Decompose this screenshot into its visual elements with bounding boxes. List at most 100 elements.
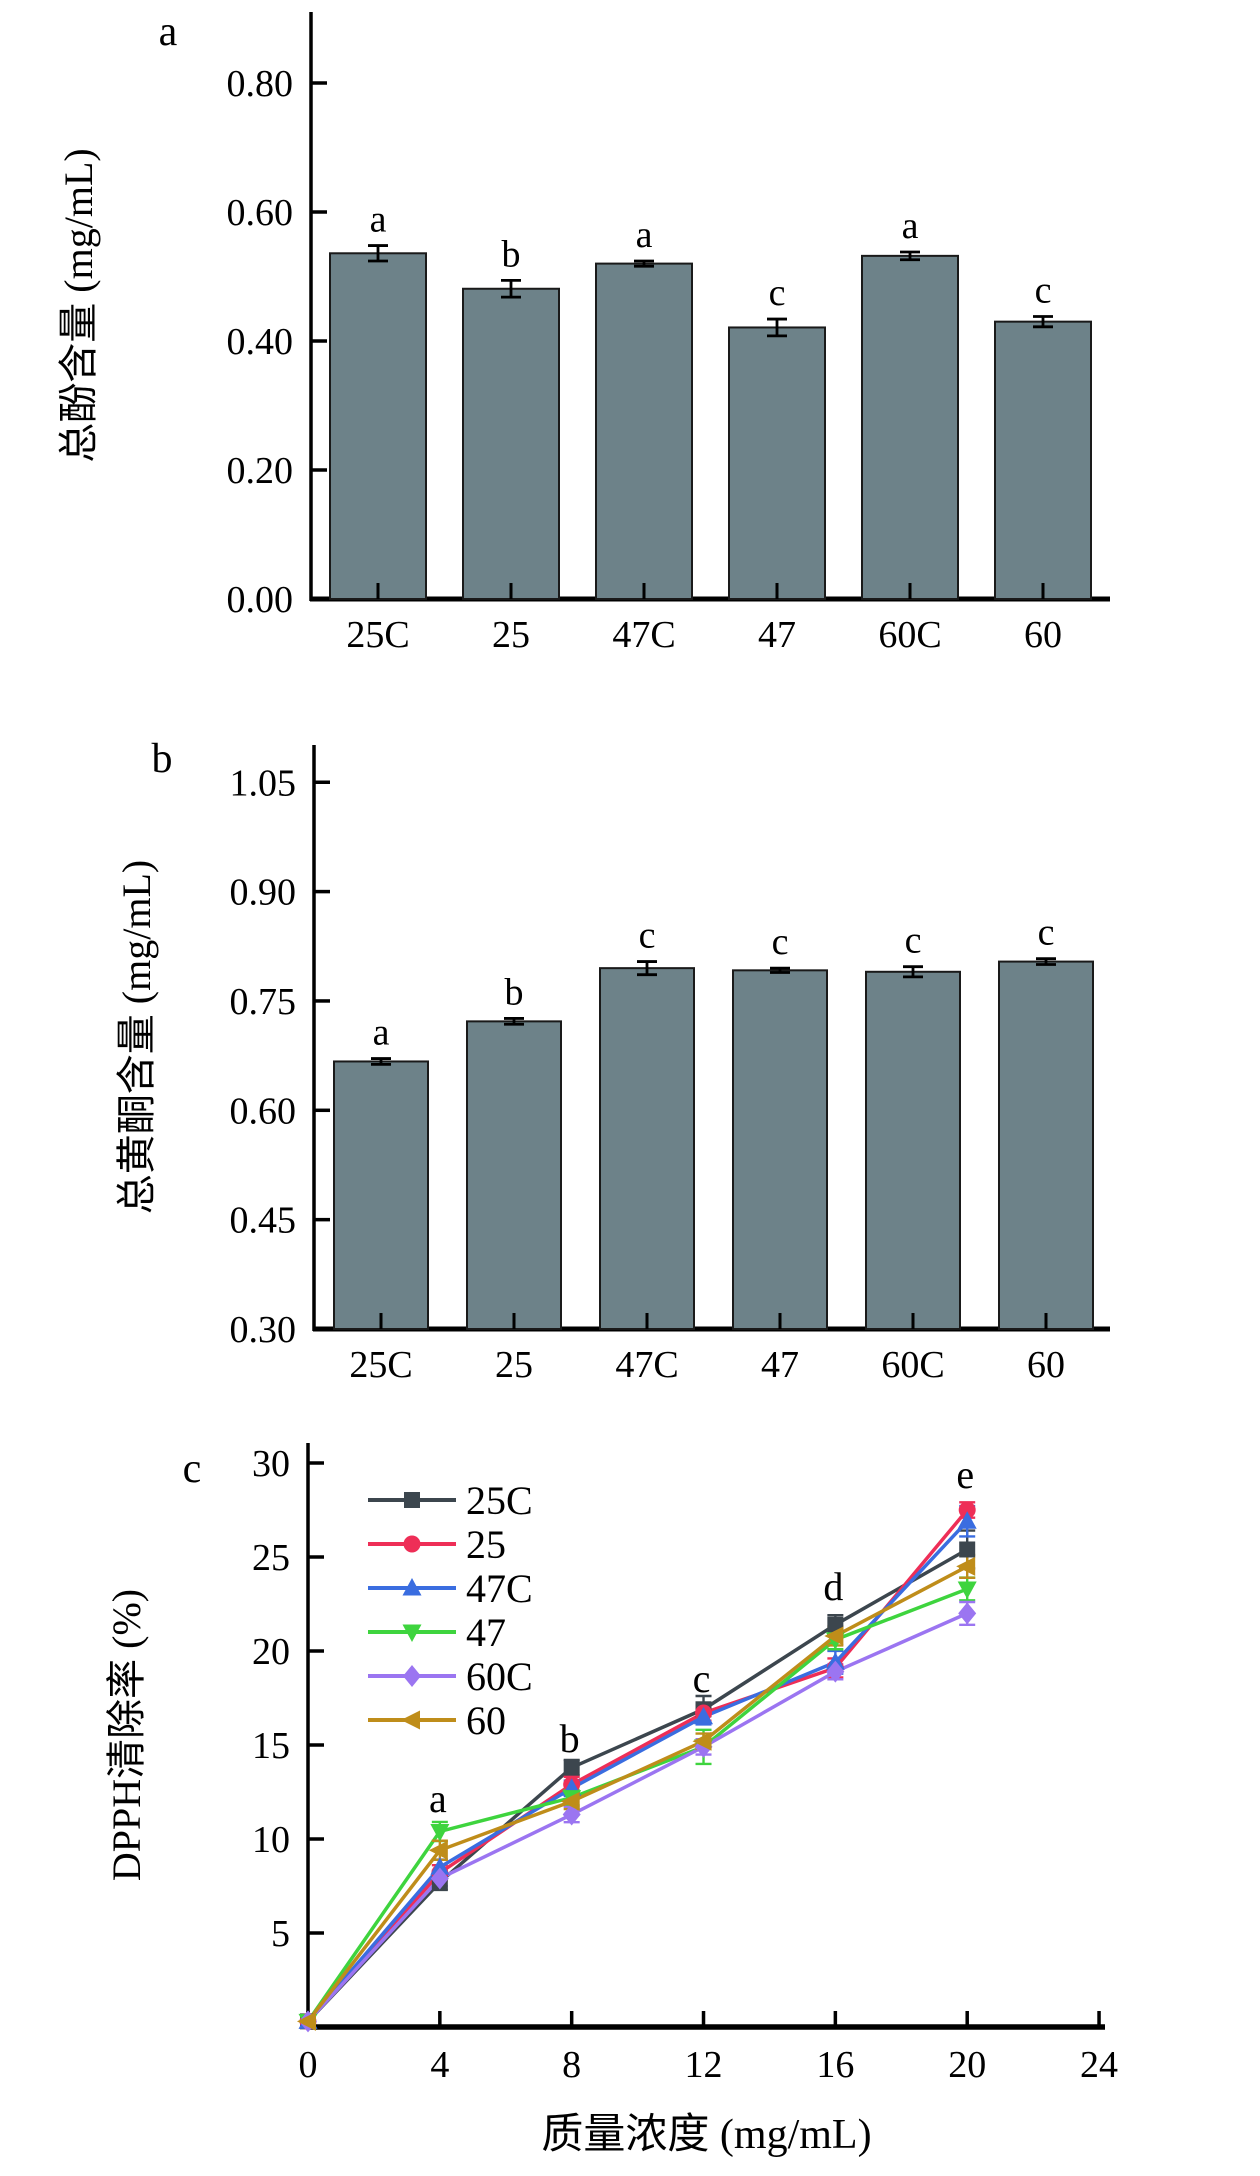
x-tick-label: 25 — [495, 1344, 533, 1386]
y-tick-label: 0.45 — [230, 1200, 297, 1242]
bar-25C — [333, 1060, 429, 1331]
marker-60C — [430, 1867, 449, 1890]
legend-marker-25C — [404, 1492, 420, 1508]
y-tick-label: 0.60 — [230, 1090, 297, 1132]
y-axis-title: DPPH清除率 (%) — [104, 1589, 149, 1881]
x-tick-label: 47C — [612, 614, 675, 656]
bar-47 — [732, 969, 828, 1330]
marker-60C — [958, 1602, 977, 1625]
x-tick-label: 47 — [761, 1344, 799, 1386]
bar-60C — [865, 970, 961, 1330]
marker-25 — [958, 1501, 976, 1519]
series-line-25C — [306, 1547, 969, 2023]
sig-letter: c — [905, 920, 922, 962]
y-tick-label: 25 — [252, 1537, 290, 1579]
x-tick-label: 0 — [299, 2044, 318, 2086]
x-tick-label: 60C — [878, 614, 941, 656]
sig-letter: a — [373, 1012, 390, 1054]
x-tick-label: 20 — [948, 2044, 986, 2086]
y-tick-label: 0.75 — [230, 981, 297, 1023]
x-tick-label: 25 — [492, 614, 530, 656]
x-tick-label: 60 — [1027, 1344, 1065, 1386]
panel-letter-c: c — [183, 1446, 202, 1492]
legend-marker-25 — [403, 1535, 421, 1553]
marker-60 — [692, 1731, 712, 1751]
annotation-letter: b — [560, 1716, 580, 1761]
y-tick-label: 0.00 — [227, 579, 294, 621]
y-axis-title: 总黄酮含量 (mg/mL) — [114, 860, 159, 1214]
marker-60 — [824, 1626, 844, 1646]
marker-47C — [694, 1706, 714, 1725]
x-tick-label: 24 — [1080, 2044, 1118, 2086]
marker-60 — [297, 2011, 316, 2031]
x-tick-label: 16 — [816, 2044, 854, 2086]
bar-47 — [728, 326, 826, 600]
sig-letter: b — [505, 971, 524, 1013]
x-tick-label: 25C — [346, 614, 409, 656]
marker-60 — [956, 1556, 976, 1576]
panel-letter-b: b — [152, 736, 173, 782]
x-tick-label: 25C — [349, 1344, 412, 1386]
marker-47C — [430, 1857, 450, 1875]
legend-label-47C: 47C — [466, 1566, 533, 1611]
legend-marker-60 — [401, 1710, 420, 1730]
legend-label-25C: 25C — [466, 1478, 533, 1523]
x-tick-label: 4 — [430, 2044, 449, 2086]
x-tick-label: 60 — [1024, 614, 1062, 656]
bar-60 — [994, 320, 1092, 600]
y-tick-label: 0.20 — [227, 450, 294, 492]
legend-label-60: 60 — [466, 1698, 506, 1743]
marker-60 — [428, 1840, 448, 1860]
legend-marker-47 — [402, 1624, 422, 1642]
y-tick-label: 0.40 — [227, 321, 294, 363]
y-tick-label: 1.05 — [230, 762, 297, 804]
x-tick-label: 47 — [758, 614, 796, 656]
sig-letter: a — [370, 199, 387, 241]
series-line-60C — [306, 1611, 968, 2023]
legend-label-47: 47 — [466, 1610, 506, 1655]
x-tick-label: 47C — [615, 1344, 678, 1386]
sig-letter: a — [636, 214, 653, 256]
marker-47C — [957, 1511, 977, 1529]
sig-letter: c — [1038, 912, 1055, 954]
bar-25C — [329, 252, 427, 600]
y-axis-title: 总酚含量 (mg/mL) — [56, 148, 101, 462]
series-line-47C — [306, 1520, 969, 2023]
y-tick-label: 30 — [252, 1443, 290, 1485]
annotation-letter: d — [823, 1564, 843, 1609]
y-tick-label: 0.80 — [227, 63, 294, 105]
x-tick-label: 12 — [685, 2044, 723, 2086]
marker-60 — [560, 1791, 580, 1811]
y-tick-label: 0.60 — [227, 192, 294, 234]
y-tick-label: 5 — [271, 1913, 290, 1955]
bar-25 — [466, 1020, 562, 1330]
sig-letter: c — [772, 921, 789, 963]
annotation-letter: a — [429, 1776, 447, 1821]
y-tick-label: 0.30 — [230, 1309, 297, 1351]
sig-letter: c — [769, 272, 786, 314]
sig-letter: c — [639, 915, 656, 957]
x-axis-title: 质量浓度 (mg/mL) — [541, 2112, 871, 2158]
legend-label-60C: 60C — [466, 1654, 533, 1699]
x-tick-label: 8 — [562, 2044, 581, 2086]
y-tick-label: 0.90 — [230, 872, 297, 914]
x-tick-label: 60C — [881, 1344, 944, 1386]
legend-marker-60C — [403, 1665, 421, 1687]
marker-47 — [957, 1581, 977, 1599]
marker-60C — [826, 1660, 845, 1683]
marker-25C — [959, 1541, 976, 1558]
legend-marker-47C — [402, 1578, 422, 1596]
sig-letter: c — [1035, 269, 1052, 311]
bar-60C — [861, 254, 959, 601]
bar-25 — [462, 287, 560, 600]
y-tick-label: 20 — [252, 1631, 290, 1673]
series-line-47 — [306, 1587, 968, 2023]
y-tick-label: 15 — [252, 1725, 290, 1767]
legend-label-25: 25 — [466, 1522, 506, 1567]
marker-25C — [563, 1759, 580, 1776]
y-tick-label: 10 — [252, 1819, 290, 1861]
sig-letter: a — [902, 205, 919, 247]
bar-47C — [595, 262, 693, 600]
annotation-letter: c — [693, 1656, 711, 1701]
